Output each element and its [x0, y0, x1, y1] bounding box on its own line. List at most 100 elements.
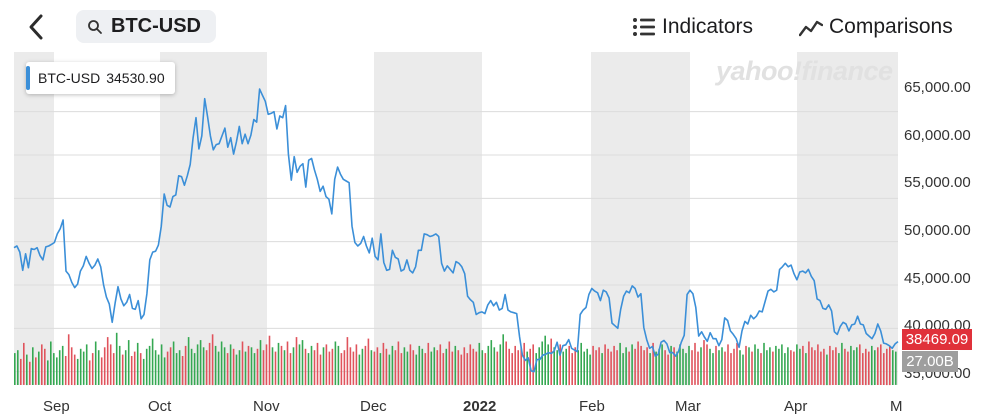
volume-bar: [832, 350, 834, 385]
volume-bar: [247, 345, 250, 386]
volume-bar: [730, 353, 732, 385]
volume-bar: [382, 342, 385, 385]
volume-bar: [847, 351, 849, 385]
volume-bar: [217, 351, 220, 385]
volume-bar: [433, 347, 436, 385]
list-icon: [633, 17, 655, 36]
price-chart[interactable]: yahoo!finance BTC-USD 34530.90 65,000.00…: [0, 52, 1000, 419]
volume-bar: [694, 342, 696, 385]
volume-bar: [139, 353, 142, 385]
volume-bar: [853, 350, 855, 385]
indicators-button[interactable]: Indicators: [632, 10, 753, 43]
volume-bar: [679, 344, 681, 385]
volume-bar: [103, 347, 106, 385]
volume-bar: [511, 353, 513, 385]
y-tick-label: 55,000.00: [904, 174, 971, 191]
volume-bar: [370, 350, 373, 385]
volume-bar: [835, 347, 837, 385]
volume-bar: [532, 344, 534, 385]
volume-bar: [289, 353, 292, 385]
volume-bar: [133, 351, 136, 385]
volume-bar: [601, 353, 603, 385]
volume-bar: [862, 353, 864, 385]
volume-bar: [883, 353, 885, 385]
volume-bar: [646, 347, 648, 385]
volume-bar: [505, 341, 507, 385]
volume-bar: [715, 345, 717, 386]
chart-canvas[interactable]: [0, 52, 1000, 419]
volume-bar: [799, 348, 801, 386]
volume-bar: [649, 353, 651, 385]
volume-bar: [271, 347, 274, 385]
volume-bar: [23, 342, 25, 385]
x-tick-label: Feb: [579, 398, 605, 415]
volume-bar: [61, 345, 64, 386]
volume-bar: [349, 347, 352, 385]
volume-bar: [346, 337, 349, 385]
yahoo-finance-logo: yahoo!finance: [716, 56, 893, 86]
volume-bar: [430, 351, 433, 385]
volume-bar: [823, 348, 825, 386]
volume-bar: [274, 351, 277, 385]
volume-bar: [20, 358, 22, 385]
volume-bar: [304, 348, 307, 386]
volume-bar: [91, 353, 94, 385]
volume-bar: [142, 358, 145, 385]
volume-bar: [166, 351, 169, 385]
volume-bar: [418, 345, 421, 386]
volume-bar: [493, 347, 496, 385]
volume-bar: [70, 347, 73, 385]
volume-bar: [484, 353, 487, 385]
volume-bar: [328, 351, 331, 385]
volume-bar: [640, 345, 642, 386]
volume-bar: [439, 344, 442, 385]
volume-bar: [751, 351, 753, 385]
comparisons-label: Comparisons: [829, 14, 953, 38]
comparisons-button[interactable]: Comparisons: [799, 10, 953, 43]
volume-bar: [793, 351, 795, 385]
volume-bar: [754, 344, 756, 385]
volume-bar: [637, 341, 639, 385]
volume-bar: [286, 341, 289, 385]
volume-bar: [268, 335, 271, 385]
volume-bar: [445, 348, 448, 386]
volume-bar: [178, 350, 181, 385]
volume-bar: [358, 354, 361, 386]
volume-bar: [664, 350, 666, 385]
volume-bar: [364, 345, 367, 386]
volume-bar: [190, 348, 193, 386]
volume-bar: [457, 350, 460, 385]
indicators-label: Indicators: [662, 14, 754, 38]
month-band: [591, 52, 690, 385]
volume-bar: [880, 344, 882, 385]
volume-bar: [385, 348, 388, 386]
search-input-value[interactable]: BTC-USD: [111, 15, 201, 37]
volume-bar: [556, 350, 558, 385]
volume-bar: [577, 350, 579, 385]
volume-bar: [109, 344, 112, 385]
volume-bar: [256, 348, 259, 386]
volume-bar: [262, 350, 265, 385]
volume-bar: [850, 345, 852, 386]
volume-bar: [736, 342, 738, 385]
volume-bar: [127, 340, 130, 386]
volume-bar: [424, 353, 427, 385]
volume-bar: [748, 347, 750, 385]
volume-bar: [29, 361, 31, 385]
x-tick-label: Sep: [43, 398, 70, 415]
back-button[interactable]: [22, 12, 52, 42]
volume-bar: [772, 351, 774, 385]
quote-symbol: BTC-USD: [38, 70, 101, 86]
volume-bar: [667, 354, 669, 386]
month-band: [797, 52, 898, 385]
symbol-search-field[interactable]: BTC-USD: [76, 10, 216, 43]
volume-bar: [238, 350, 241, 385]
volume-bar: [757, 348, 759, 386]
volume-bar: [94, 341, 97, 385]
volume-bar: [310, 345, 313, 386]
volume-bar: [253, 353, 256, 385]
volume-bar: [856, 347, 858, 385]
volume-bar: [145, 348, 148, 386]
volume-bar: [157, 354, 160, 386]
volume-bar: [442, 353, 445, 385]
